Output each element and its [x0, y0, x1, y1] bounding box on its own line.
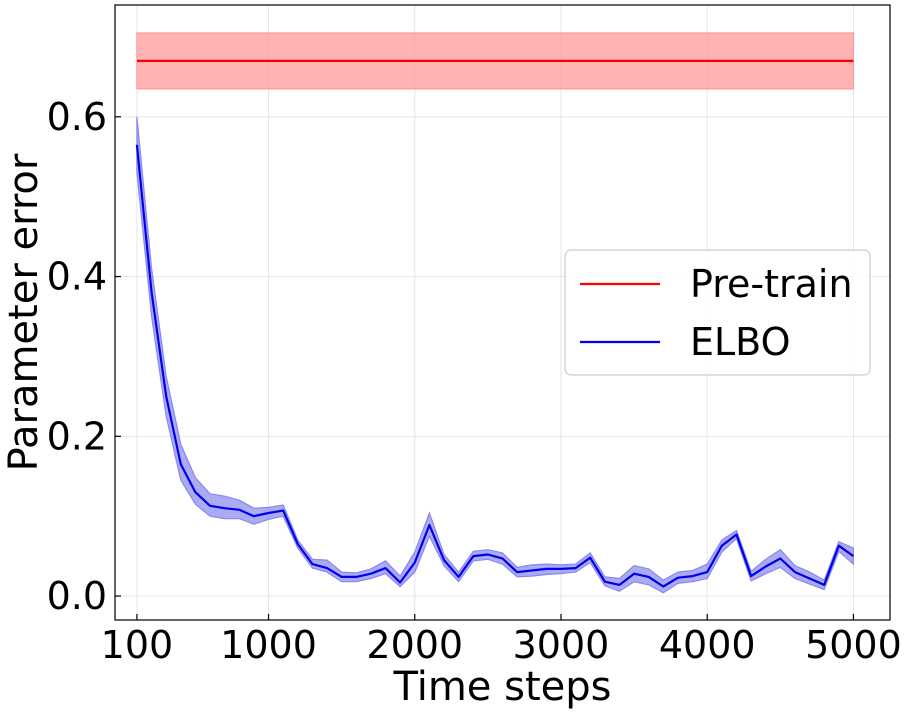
x-tick-label-5: 5000	[805, 623, 902, 667]
x-tick-label-0: 100	[101, 623, 174, 667]
x-axis-title: Time steps	[393, 664, 612, 710]
y-tick-label-1: 0.2	[47, 414, 107, 458]
series-lines	[135, 59, 855, 588]
x-tick-label-1: 1000	[220, 623, 317, 667]
series-line-elbo	[135, 144, 855, 588]
x-tick-label-4: 4000	[659, 623, 756, 667]
legend-label-pre-train: Pre-train	[690, 262, 853, 306]
legend-box	[564, 249, 871, 376]
y-tick-label-3: 0.6	[47, 95, 107, 139]
y-tick-label-2: 0.4	[47, 255, 107, 299]
x-tick-label-3: 3000	[513, 623, 610, 667]
plot-frame	[114, 4, 891, 621]
legend-label-elbo: ELBO	[690, 320, 791, 364]
y-tick-label-0: 0.0	[47, 574, 107, 618]
legend: Pre-train ELBO	[564, 249, 871, 376]
x-tick-label-2: 2000	[366, 623, 463, 667]
axis-ticks: 100 1000 2000 3000 4000 5000 0.0 0.2 0.4 0.6	[47, 95, 902, 667]
band-elbo	[136, 116, 854, 594]
y-axis-title: Parameter error	[1, 153, 47, 471]
